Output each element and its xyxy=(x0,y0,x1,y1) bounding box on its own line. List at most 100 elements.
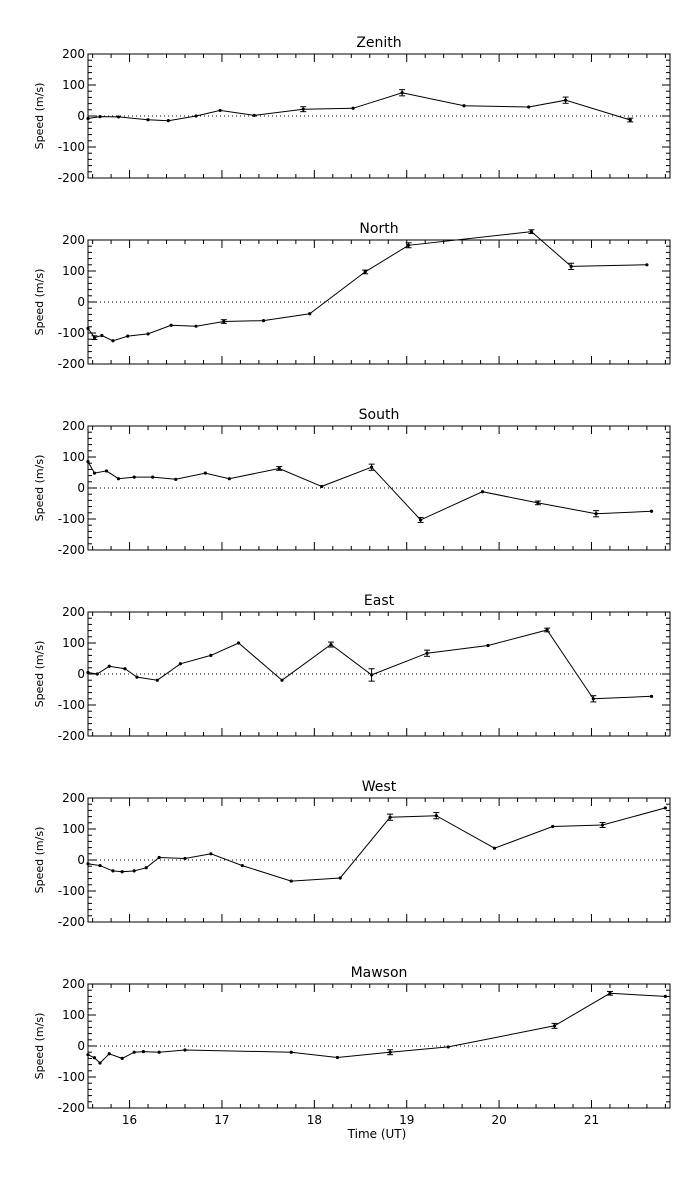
x-axis-label: Time (UT) xyxy=(347,1127,407,1141)
y-tick-label: 100 xyxy=(62,636,85,650)
y-tick-label: 0 xyxy=(77,1039,85,1053)
panel-east: East Speed (m/s) 200 100 0 -100 -200 xyxy=(33,593,671,743)
data-point xyxy=(203,471,207,475)
data-point xyxy=(338,876,342,880)
plot-frame xyxy=(87,239,671,365)
data-point xyxy=(663,806,667,810)
panel-title: Mawson xyxy=(351,965,408,981)
data-point xyxy=(111,339,115,343)
data-point xyxy=(144,866,148,870)
series-line xyxy=(87,92,631,122)
data-point xyxy=(98,1061,102,1065)
panel-title: West xyxy=(362,779,397,795)
panel-mawson: Mawson Speed (m/s) 200 100 0 -100 -200 16 17 18 19… xyxy=(33,965,671,1141)
data-point xyxy=(95,672,99,676)
data-point xyxy=(218,108,222,113)
x-tick-label: 21 xyxy=(584,1113,599,1127)
panel-zenith: Zenith Speed (m/s) 200 100 0 -100 -200 xyxy=(33,35,671,185)
y-tick-label: 200 xyxy=(62,791,85,805)
data-point xyxy=(157,1050,161,1054)
panel-title: Zenith xyxy=(356,35,401,51)
data-point xyxy=(92,471,97,475)
data-point xyxy=(486,643,490,648)
y-tick-label: 100 xyxy=(62,1008,85,1022)
data-point xyxy=(126,334,130,338)
y-tick-label: 200 xyxy=(62,419,85,433)
data-point xyxy=(227,477,231,481)
x-tick-label: 17 xyxy=(214,1113,229,1127)
y-tick-label: 200 xyxy=(62,47,85,61)
panel-title: North xyxy=(359,221,398,237)
data-point xyxy=(527,105,531,109)
y-tick-label: 200 xyxy=(62,233,85,247)
data-point xyxy=(308,312,312,316)
data-point xyxy=(649,509,654,513)
data-point xyxy=(107,1052,111,1056)
data-point xyxy=(252,113,256,117)
series-line xyxy=(87,629,652,700)
data-point xyxy=(86,460,90,464)
data-point xyxy=(120,870,124,874)
series-line xyxy=(87,231,647,342)
data-point xyxy=(157,855,161,860)
data-point xyxy=(146,118,150,122)
data-point xyxy=(335,1055,340,1060)
x-tick-label: 18 xyxy=(307,1113,322,1127)
data-point xyxy=(141,1049,146,1054)
data-point xyxy=(183,856,187,861)
x-tick-label: 16 xyxy=(122,1113,137,1127)
data-point xyxy=(462,104,466,108)
y-axis-label: Speed (m/s) xyxy=(33,269,46,336)
data-point xyxy=(86,326,90,330)
y-axis-label: Speed (m/s) xyxy=(33,641,46,708)
y-tick-label: 0 xyxy=(77,853,85,867)
data-point xyxy=(240,863,244,868)
data-point xyxy=(86,1053,90,1057)
data-point xyxy=(92,1056,97,1060)
y-tick-label: -200 xyxy=(58,1101,85,1115)
panel-north: North Speed (m/s) 200 100 0 -100 -200 xyxy=(33,221,671,371)
y-tick-label: 200 xyxy=(62,605,85,619)
y-tick-label: 100 xyxy=(62,822,85,836)
data-point xyxy=(209,852,213,856)
data-point xyxy=(663,994,667,999)
data-point xyxy=(155,678,159,682)
data-point xyxy=(446,1045,450,1049)
data-point xyxy=(104,469,109,473)
plot-frame xyxy=(87,797,671,923)
y-tick-label: 100 xyxy=(62,264,85,278)
plot-frame xyxy=(87,983,671,1109)
data-point xyxy=(116,477,121,481)
panel-south: South Speed (m/s) 200 100 0 -100 -200 xyxy=(33,407,671,557)
data-point xyxy=(174,477,178,481)
data-point xyxy=(289,1050,293,1054)
data-point xyxy=(261,319,266,323)
data-point xyxy=(123,667,127,671)
data-point xyxy=(107,664,111,668)
data-point xyxy=(480,490,485,494)
x-tick-label: 19 xyxy=(399,1113,414,1127)
panel-title: South xyxy=(359,407,400,423)
y-tick-label: -100 xyxy=(58,512,85,526)
data-point xyxy=(86,862,90,866)
y-tick-label: -200 xyxy=(58,915,85,929)
y-tick-label: -200 xyxy=(58,543,85,557)
data-point xyxy=(194,324,198,328)
panel-west: West Speed (m/s) 200 100 0 -100 -200 xyxy=(33,779,671,929)
data-point xyxy=(320,484,324,489)
y-tick-label: -200 xyxy=(58,357,85,371)
data-point xyxy=(98,115,102,119)
y-tick-label: -100 xyxy=(58,1070,85,1084)
data-point xyxy=(351,106,355,110)
data-point xyxy=(135,675,139,679)
data-point xyxy=(194,114,198,118)
y-tick-label: -100 xyxy=(58,884,85,898)
data-point xyxy=(86,670,90,675)
data-point xyxy=(551,824,555,829)
data-point xyxy=(98,863,102,868)
data-point xyxy=(183,1048,187,1052)
data-point xyxy=(209,653,213,658)
data-point xyxy=(492,846,497,850)
data-point xyxy=(166,119,170,123)
